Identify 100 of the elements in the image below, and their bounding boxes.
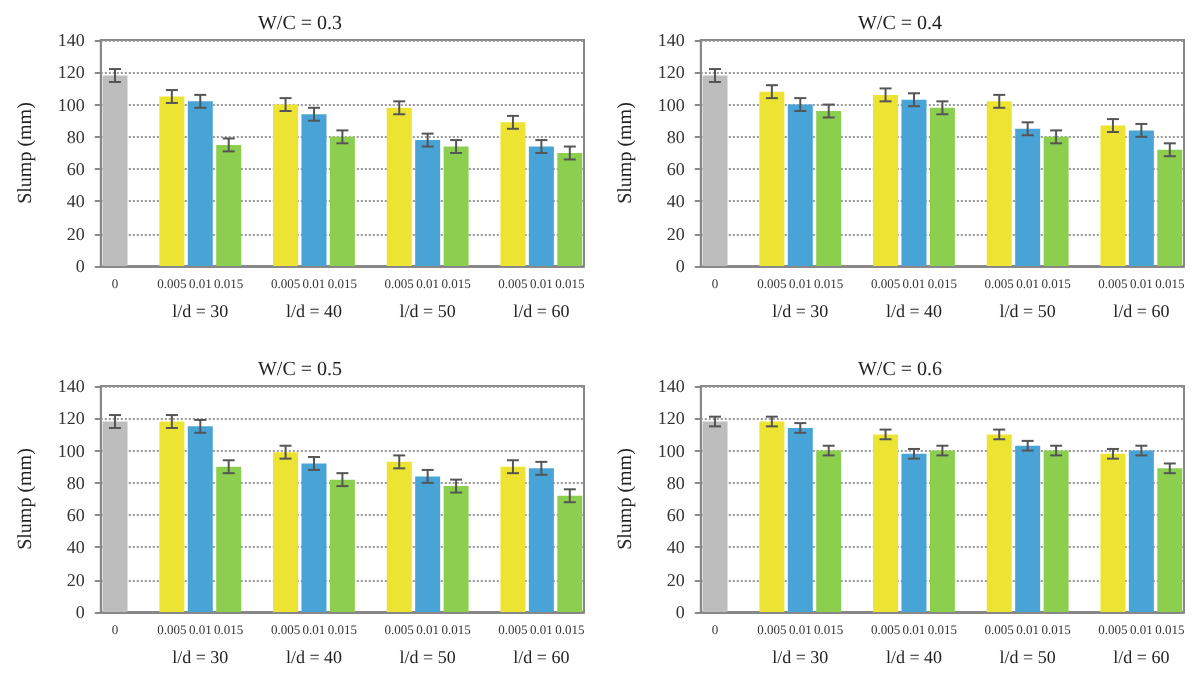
y-axis-title: Slump (mm)	[615, 448, 637, 550]
bar	[528, 146, 554, 266]
y-tick-label: 40	[66, 191, 86, 212]
text: l/d = 60	[513, 647, 571, 667]
bar	[386, 107, 412, 266]
bar	[500, 122, 526, 266]
y-tick-label: 140	[57, 30, 86, 50]
y-tick-label: 120	[657, 408, 686, 429]
y-tick-label: 120	[57, 408, 86, 429]
bar	[1015, 128, 1041, 266]
text: l/d = 40	[885, 647, 944, 667]
text: l/d = 40	[285, 301, 344, 321]
bar	[929, 107, 955, 266]
bar	[301, 114, 327, 266]
bar	[216, 466, 242, 612]
y-tick-label: 100	[57, 94, 86, 115]
bar	[415, 140, 441, 266]
y-tick-label: 60	[66, 159, 86, 180]
y-tick-label: 40	[666, 191, 686, 212]
text: l/d = 60	[513, 301, 571, 321]
y-tick-label: 80	[666, 472, 686, 493]
text: l/d = 30	[772, 647, 830, 667]
bar	[1100, 125, 1126, 266]
bar	[273, 104, 299, 266]
y-axis-title: Slump (mm)	[615, 102, 637, 204]
bar	[102, 421, 128, 612]
chart-title: W/C = 0.6	[857, 359, 943, 381]
bar	[102, 75, 128, 266]
y-tick-label: 20	[66, 223, 86, 244]
text: l/d = 50	[999, 647, 1057, 667]
bar	[901, 99, 927, 266]
y-tick-label: 120	[57, 62, 86, 83]
bar	[873, 434, 899, 612]
y-tick-label: 20	[66, 569, 86, 590]
bar	[816, 450, 842, 612]
y-tick-label: 0	[75, 602, 86, 622]
bar	[1043, 136, 1069, 266]
y-tick-label: 60	[666, 159, 686, 180]
y-tick-label: 100	[657, 440, 686, 461]
bar	[415, 476, 441, 612]
y-tick-label: 40	[666, 537, 686, 558]
text: l/d = 30	[772, 301, 830, 321]
bar	[816, 111, 842, 266]
text: l/d = 50	[399, 647, 457, 667]
bar	[759, 91, 785, 266]
bar	[1015, 445, 1041, 612]
y-tick-label: 100	[657, 94, 686, 115]
bar	[759, 421, 785, 612]
bar	[1100, 453, 1126, 612]
text: l/d = 40	[885, 301, 944, 321]
y-tick-label: 80	[66, 472, 86, 493]
bar	[273, 452, 299, 612]
bar	[873, 94, 899, 266]
chart-title: W/C = 0.5	[257, 359, 343, 381]
text: l/d = 50	[999, 301, 1057, 321]
y-tick-label: 0	[75, 256, 86, 276]
bar	[159, 96, 185, 266]
bar	[1157, 468, 1183, 612]
y-axis-title: Slump (mm)	[15, 102, 37, 204]
bar	[528, 468, 554, 612]
bar	[986, 434, 1012, 612]
text: l/d = 60	[1113, 301, 1171, 321]
text: l/d = 30	[172, 301, 230, 321]
bar	[1128, 450, 1154, 612]
chart-title: W/C = 0.3	[257, 13, 343, 35]
text: l/d = 60	[1113, 647, 1171, 667]
y-tick-label: 0	[675, 256, 686, 276]
bar	[702, 421, 728, 612]
y-tick-label: 80	[666, 126, 686, 147]
bar	[216, 144, 242, 266]
bar	[159, 421, 185, 612]
bar	[187, 426, 213, 612]
y-tick-label: 100	[57, 440, 86, 461]
bar	[187, 101, 213, 266]
bar	[1128, 130, 1154, 266]
y-tick-label: 60	[66, 505, 86, 526]
y-tick-label: 140	[57, 376, 86, 396]
bar	[557, 153, 583, 266]
bar	[329, 479, 355, 612]
bar	[787, 104, 813, 266]
y-tick-label: 120	[657, 62, 686, 83]
bar	[929, 450, 955, 612]
bar	[443, 486, 469, 612]
bar	[1157, 149, 1183, 266]
y-tick-label: 20	[666, 569, 686, 590]
bar	[901, 453, 927, 612]
text: l/d = 50	[399, 301, 457, 321]
bar	[702, 75, 728, 266]
bar	[301, 463, 327, 612]
text: l/d = 40	[285, 647, 344, 667]
y-tick-label: 80	[66, 126, 86, 147]
y-tick-label: 140	[657, 376, 686, 396]
bar	[557, 495, 583, 612]
y-tick-label: 40	[66, 537, 86, 558]
bar	[986, 101, 1012, 266]
y-tick-label: 0	[675, 602, 686, 622]
text: l/d = 30	[172, 647, 230, 667]
bar	[329, 136, 355, 266]
y-tick-label: 140	[657, 30, 686, 50]
bar	[386, 461, 412, 612]
